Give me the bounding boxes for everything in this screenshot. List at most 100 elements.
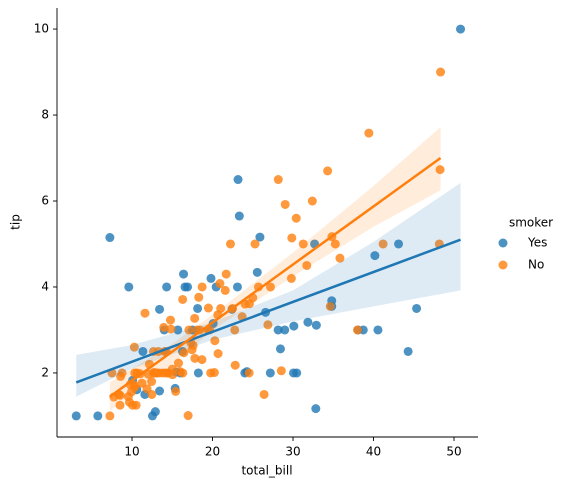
point [307, 196, 317, 206]
point [280, 325, 290, 335]
point [244, 368, 254, 378]
point [197, 355, 207, 365]
point [131, 400, 141, 410]
point [190, 313, 200, 323]
point [275, 344, 285, 354]
point [203, 303, 213, 313]
point [140, 308, 150, 318]
point [210, 336, 220, 346]
point [138, 346, 148, 356]
point [265, 282, 275, 292]
point [93, 411, 103, 421]
point [364, 128, 374, 138]
regression-line [75, 238, 461, 384]
point [233, 175, 243, 185]
point [298, 239, 308, 249]
x-tick-label: 30 [285, 445, 300, 459]
x-tick-label: 20 [205, 445, 220, 459]
point [159, 322, 169, 332]
point [190, 353, 200, 363]
point [335, 253, 345, 263]
y-tick-label: 6 [41, 194, 49, 208]
point [412, 303, 422, 313]
y-tick-label: 4 [41, 279, 49, 293]
x-tick-label: 50 [446, 445, 461, 459]
point [124, 282, 134, 292]
point [216, 303, 226, 313]
point [147, 377, 157, 387]
point [378, 239, 388, 249]
point [221, 269, 231, 279]
point [265, 368, 275, 378]
y-tick-label: 2 [41, 365, 49, 379]
point [250, 239, 260, 249]
point [117, 368, 127, 378]
point [115, 400, 125, 410]
point [194, 292, 204, 302]
point [179, 348, 189, 358]
point [173, 325, 183, 335]
point [225, 239, 235, 249]
point [436, 67, 446, 77]
point [197, 282, 207, 292]
point [370, 251, 380, 261]
point [220, 285, 230, 295]
point [403, 346, 413, 356]
point [105, 411, 115, 421]
point [303, 317, 313, 327]
point [263, 320, 273, 330]
point [173, 358, 183, 368]
point [323, 166, 333, 176]
point [255, 232, 265, 242]
point [456, 24, 466, 34]
point [206, 273, 216, 283]
regression-line [109, 157, 442, 398]
legend-label: No [528, 258, 544, 272]
x-tick-label: 10 [124, 445, 139, 459]
legend-title: smoker [509, 216, 553, 230]
point [162, 282, 172, 292]
point [188, 340, 198, 350]
point [71, 411, 81, 421]
y-tick-label: 8 [41, 108, 49, 122]
y-tick-label: 10 [34, 22, 49, 36]
point [234, 211, 244, 221]
point [168, 370, 178, 380]
point [115, 390, 125, 400]
point [394, 239, 404, 249]
point [155, 386, 165, 396]
x-tick-label: 40 [366, 445, 381, 459]
point [129, 342, 139, 352]
point [252, 267, 262, 277]
legend-marker [498, 260, 508, 270]
point [311, 320, 321, 330]
point [287, 233, 297, 243]
point [230, 325, 240, 335]
point [273, 325, 283, 335]
point [147, 389, 157, 399]
point [130, 382, 140, 392]
x-axis-label: total_bill [241, 464, 292, 478]
point [183, 282, 193, 292]
point [209, 368, 219, 378]
confidence-band [76, 182, 461, 397]
point [273, 175, 283, 185]
y-axis-label: tip [9, 214, 23, 230]
point [325, 301, 335, 311]
point [289, 321, 299, 331]
point [150, 407, 160, 417]
point [166, 324, 176, 334]
point [286, 273, 296, 283]
point [232, 282, 242, 292]
point [171, 386, 181, 396]
point [435, 165, 445, 175]
point [178, 368, 188, 378]
point [302, 260, 312, 270]
point [276, 366, 286, 376]
point [292, 368, 302, 378]
point [330, 239, 340, 249]
point [193, 303, 203, 313]
point [373, 325, 383, 335]
point [155, 304, 165, 314]
